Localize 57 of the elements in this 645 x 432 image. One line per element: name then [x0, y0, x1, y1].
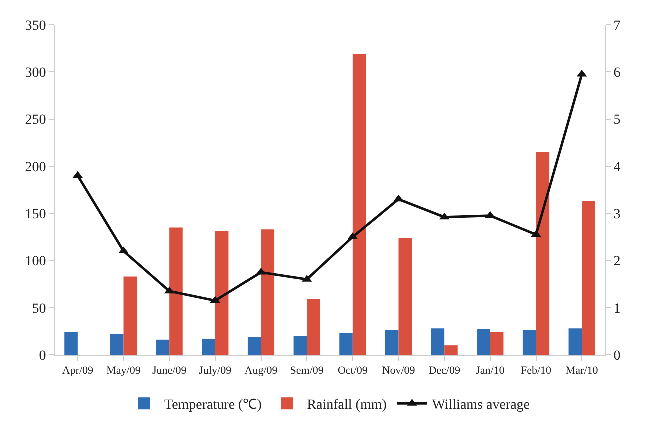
x-tick-label: Jan/10 [476, 365, 506, 378]
bar [248, 337, 262, 355]
bar [156, 340, 170, 355]
x-tick-label: Sem/09 [290, 365, 324, 378]
bar [202, 338, 216, 355]
legend-label: Temperature (℃) [164, 398, 262, 414]
y-tick-label: 350 [25, 18, 46, 34]
x-tick-label: July/09 [199, 365, 232, 378]
x-tick-label: Aug/09 [244, 365, 278, 378]
x-tick-label: May/09 [106, 365, 142, 378]
point [118, 246, 129, 254]
bar [568, 328, 582, 355]
y-tick-label: 150 [25, 207, 46, 222]
bar [64, 332, 78, 355]
bar [261, 230, 275, 355]
y-tick-label: 300 [25, 66, 46, 82]
bar [522, 330, 536, 355]
bar [490, 332, 504, 355]
x-tick-label: June/09 [152, 365, 188, 378]
bar [444, 346, 458, 355]
y2-tick-label: 4 [614, 160, 621, 176]
y2-tick-label: 0 [614, 348, 621, 364]
bar [582, 201, 596, 355]
bar [398, 238, 412, 355]
y-tick-label: 200 [25, 160, 46, 176]
point [531, 230, 542, 238]
bar [307, 299, 320, 355]
bar [294, 336, 308, 355]
bar [477, 330, 490, 355]
x-tick-label: Dec/09 [428, 365, 461, 378]
bar [536, 152, 550, 355]
y2-tick-label: 7 [614, 18, 621, 34]
y2-tick-label: 1 [614, 302, 621, 317]
legend-label: Rainfall (mm) [307, 398, 388, 414]
y2-tick-label: 3 [614, 207, 621, 222]
x-tick-label: Mar/10 [566, 365, 599, 378]
y2-tick-label: 5 [614, 113, 621, 128]
y-tick-label: 0 [39, 348, 46, 364]
y2-tick-label: 2 [614, 254, 621, 270]
x-tick-label: Feb/10 [520, 365, 552, 378]
bar [110, 334, 124, 355]
bar [170, 228, 183, 355]
point [394, 194, 404, 202]
y-tick-label: 100 [25, 254, 46, 270]
x-tick-label: Nov/09 [382, 365, 416, 378]
y-tick-label: 250 [25, 113, 46, 128]
y-tick-label: 50 [32, 302, 46, 317]
bar [352, 54, 366, 355]
legend-label: Williams average [432, 398, 530, 414]
bar [215, 231, 229, 355]
x-tick-label: Oct/09 [338, 365, 368, 378]
bar [340, 333, 353, 355]
x-tick-label: Apr/09 [62, 365, 94, 378]
bar [385, 330, 399, 355]
bar [124, 276, 138, 355]
y2-tick-label: 6 [614, 66, 621, 82]
bar [431, 328, 445, 355]
